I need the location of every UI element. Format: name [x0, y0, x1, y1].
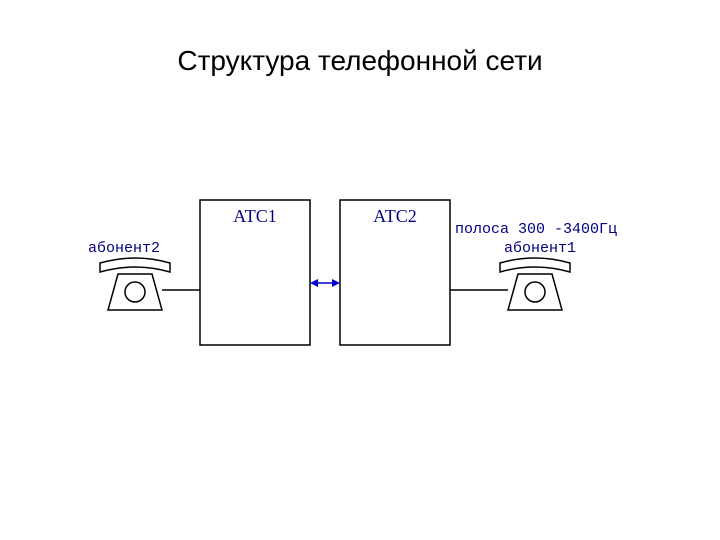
atc2-label: АТС2	[373, 206, 416, 226]
phone-left-icon	[100, 258, 170, 310]
network-diagram: АТС1 АТС2 абонент2 абонент1 полоса 300 -…	[0, 0, 720, 540]
link-arrow	[310, 279, 340, 287]
bandwidth-label: полоса 300 -3400Гц	[455, 221, 617, 238]
subscriber2-label: абонент2	[88, 240, 160, 257]
subscriber1-label: абонент1	[504, 240, 576, 257]
phone-right-icon	[500, 258, 570, 310]
atc1-label: АТС1	[233, 206, 276, 226]
